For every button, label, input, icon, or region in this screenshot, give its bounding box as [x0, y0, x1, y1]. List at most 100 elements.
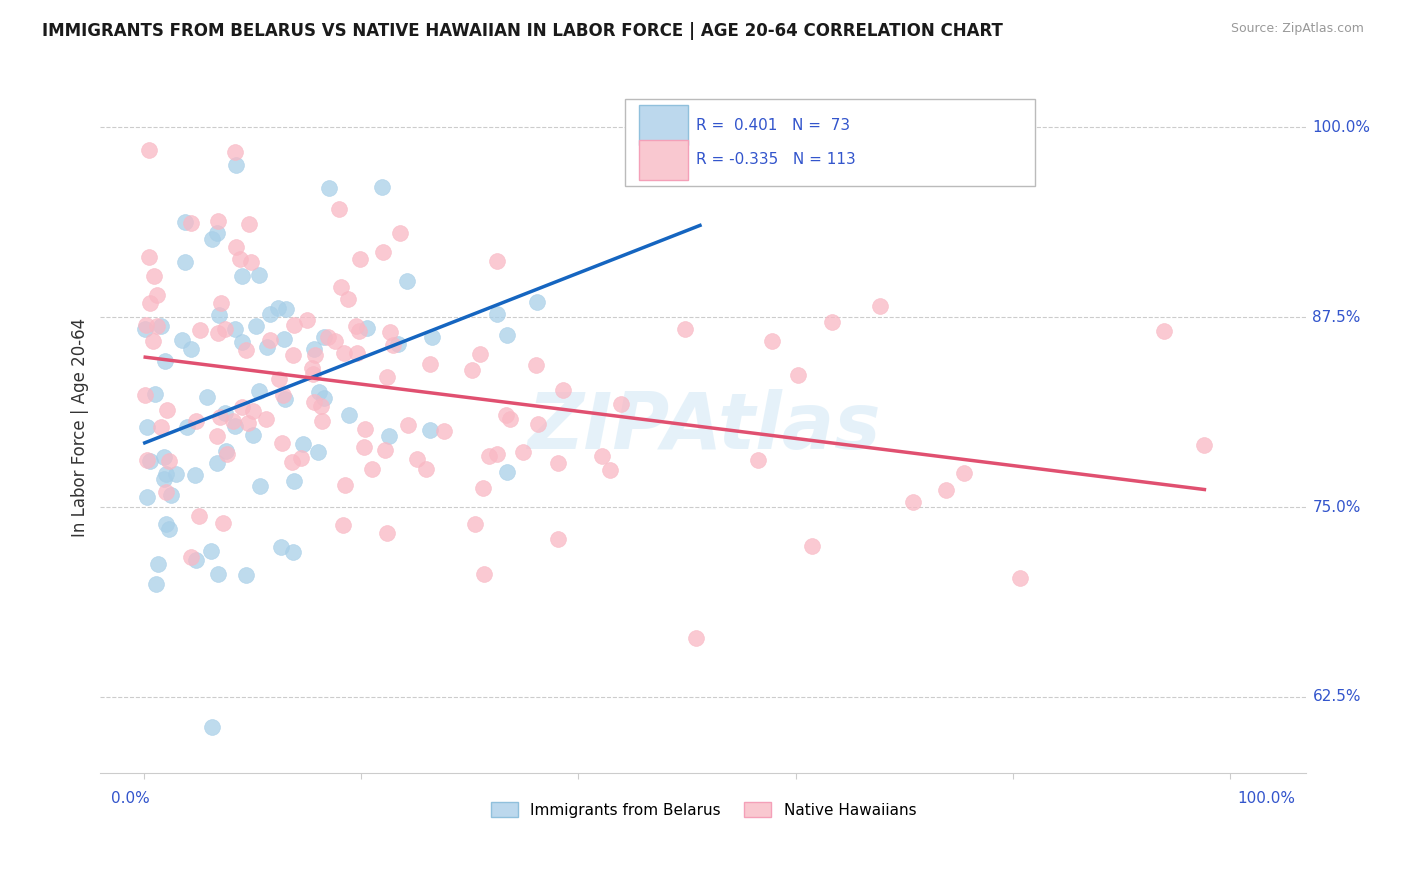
Point	[135, 318, 157, 333]
Point	[135, 490, 157, 504]
Point	[273, 332, 295, 346]
Point	[200, 544, 222, 558]
Point	[180, 343, 202, 357]
Point	[304, 348, 326, 362]
Point	[599, 463, 621, 477]
Point	[1153, 324, 1175, 338]
Point	[347, 325, 370, 339]
Point	[238, 417, 260, 431]
Point	[153, 353, 176, 368]
Point	[209, 409, 232, 424]
Point	[208, 308, 231, 322]
Point	[337, 409, 360, 423]
Point	[478, 450, 501, 464]
Point	[231, 400, 253, 414]
Point	[308, 385, 330, 400]
Point	[415, 462, 437, 476]
Point	[610, 397, 633, 411]
Point	[259, 307, 281, 321]
Point	[240, 255, 263, 269]
Point	[346, 345, 368, 359]
Point	[247, 268, 270, 283]
Point	[485, 254, 508, 268]
Point	[470, 347, 492, 361]
Point	[344, 318, 367, 333]
Point	[188, 509, 211, 524]
Point	[155, 517, 177, 532]
Point	[148, 557, 170, 571]
Point	[330, 280, 353, 294]
Point	[242, 403, 264, 417]
Point	[205, 457, 228, 471]
Point	[188, 323, 211, 337]
Point	[406, 452, 429, 467]
Point	[323, 334, 346, 348]
Point	[157, 522, 180, 536]
FancyBboxPatch shape	[626, 99, 1035, 186]
Point	[212, 516, 235, 530]
Point	[207, 429, 229, 443]
Point	[186, 552, 208, 566]
Point	[309, 399, 332, 413]
Point	[314, 391, 336, 405]
Point	[224, 322, 246, 336]
Point	[215, 444, 238, 458]
Point	[495, 408, 517, 422]
Point	[869, 299, 891, 313]
Point	[235, 343, 257, 357]
Point	[225, 240, 247, 254]
Point	[267, 372, 290, 386]
Point	[256, 340, 278, 354]
Point	[229, 252, 252, 267]
Point	[302, 395, 325, 409]
Point	[486, 307, 509, 321]
Point	[267, 301, 290, 315]
Text: 100.0%: 100.0%	[1312, 120, 1371, 135]
Point	[387, 336, 409, 351]
Point	[184, 467, 207, 482]
Y-axis label: In Labor Force | Age 20-64: In Labor Force | Age 20-64	[72, 318, 89, 537]
Point	[142, 334, 165, 349]
Point	[153, 471, 176, 485]
Point	[201, 720, 224, 734]
Point	[238, 217, 260, 231]
Point	[222, 414, 245, 428]
Point	[512, 445, 534, 459]
Point	[184, 414, 207, 428]
Point	[138, 454, 160, 468]
Point	[207, 214, 229, 228]
Text: Source: ZipAtlas.com: Source: ZipAtlas.com	[1230, 22, 1364, 36]
Point	[464, 516, 486, 531]
Point	[526, 294, 548, 309]
Point	[302, 342, 325, 356]
Point	[354, 421, 377, 435]
Point	[332, 518, 354, 533]
Point	[689, 105, 711, 120]
FancyBboxPatch shape	[640, 140, 688, 180]
Point	[472, 566, 495, 581]
Point	[145, 577, 167, 591]
Point	[231, 268, 253, 283]
Point	[301, 360, 323, 375]
Point	[174, 215, 197, 229]
Point	[495, 466, 517, 480]
Point	[180, 216, 202, 230]
Text: IMMIGRANTS FROM BELARUS VS NATIVE HAWAIIAN IN LABOR FORCE | AGE 20-64 CORRELATIO: IMMIGRANTS FROM BELARUS VS NATIVE HAWAII…	[42, 22, 1002, 40]
Point	[901, 495, 924, 509]
Point	[207, 226, 229, 240]
Point	[395, 274, 418, 288]
Point	[214, 406, 236, 420]
Point	[274, 301, 297, 316]
Point	[224, 145, 246, 160]
Point	[486, 447, 509, 461]
Point	[270, 540, 292, 554]
Point	[135, 419, 157, 434]
Text: R =  0.401   N =  73: R = 0.401 N = 73	[696, 118, 851, 133]
Point	[156, 403, 179, 417]
Point	[308, 444, 330, 458]
Point	[371, 180, 394, 194]
Point	[685, 631, 707, 645]
Point	[356, 321, 378, 335]
Point	[283, 475, 305, 489]
Point	[314, 329, 336, 343]
